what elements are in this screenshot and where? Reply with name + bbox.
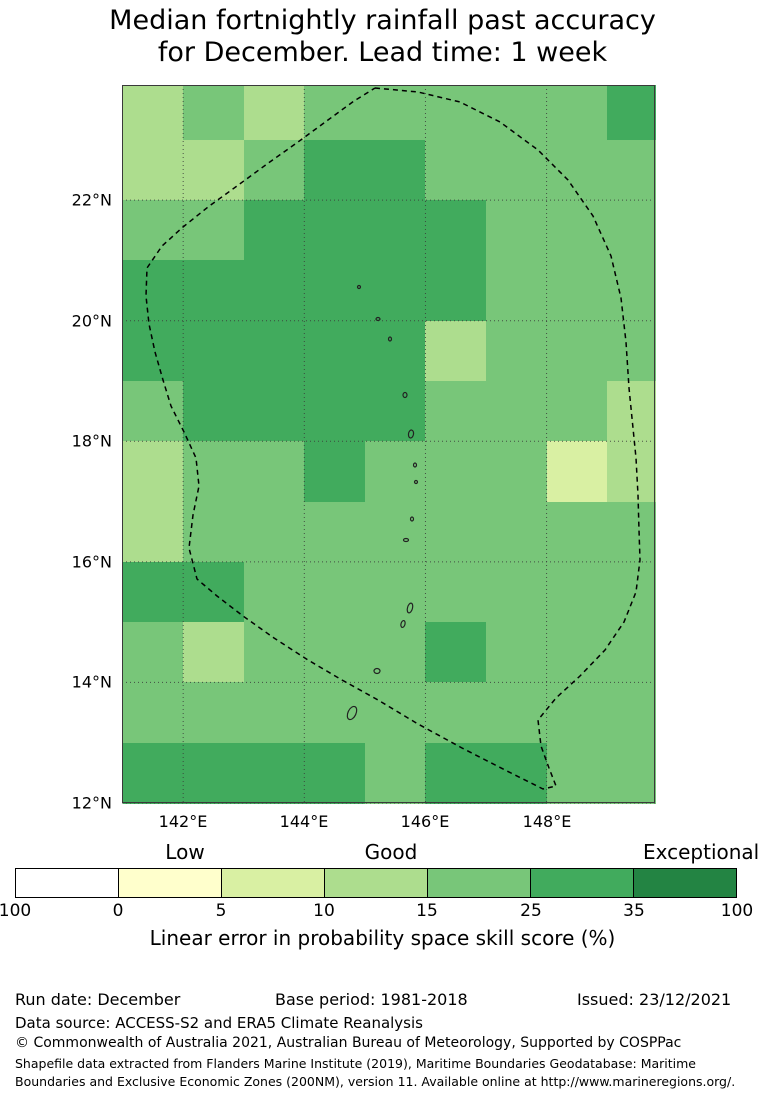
colorbar-tick: 15 — [416, 901, 438, 921]
colorbar-segment — [634, 869, 736, 897]
colorbar-tick: 100 — [0, 901, 32, 921]
colorbar-segment — [325, 869, 428, 897]
run-date: Run date: December — [15, 990, 181, 1009]
y-tick-label: 22°N — [71, 190, 112, 210]
y-tick-label: 12°N — [71, 793, 112, 813]
x-tick-label: 146°E — [400, 812, 450, 831]
colorbar-tick: 5 — [215, 901, 227, 921]
colorbar-label-exceptional: Exceptional — [643, 840, 760, 864]
copyright: © Commonwealth of Australia 2021, Austra… — [15, 1035, 682, 1051]
map-frame — [122, 85, 655, 803]
colorbar-tick: 100 — [720, 901, 754, 921]
title-line-1: Median fortnightly rainfall past accurac… — [109, 5, 656, 36]
colorbar-segment — [222, 869, 325, 897]
title-line-2: for December. Lead time: 1 week — [157, 37, 608, 69]
y-tick-label: 20°N — [71, 311, 112, 331]
colorbar-tick: 0 — [112, 901, 124, 921]
shapefile-attribution: Shapefile data extracted from Flanders M… — [15, 1056, 736, 1089]
x-tick-label: 144°E — [279, 812, 329, 831]
y-tick-label: 16°N — [71, 552, 112, 572]
colorbar — [15, 868, 737, 898]
issued-date: Issued: 23/12/2021 — [577, 990, 732, 1009]
colorbar-tick: 10 — [313, 901, 335, 921]
y-tick-label: 14°N — [71, 672, 112, 692]
y-tick-label: 18°N — [71, 431, 112, 451]
colorbar-segment — [531, 869, 634, 897]
colorbar-caption: Linear error in probability space skill … — [149, 926, 616, 950]
colorbar-tick: 35 — [623, 901, 645, 921]
colorbar-segment — [428, 869, 531, 897]
base-period: Base period: 1981-2018 — [275, 990, 468, 1009]
colorbar-tick: 25 — [520, 901, 542, 921]
colorbar-label-low: Low — [165, 840, 205, 864]
colorbar-label-good: Good — [364, 840, 418, 864]
data-source: Data source: ACCESS-S2 and ERA5 Climate … — [15, 1014, 423, 1032]
colorbar-segment — [16, 869, 119, 897]
x-tick-label: 142°E — [158, 812, 208, 831]
colorbar-segment — [119, 869, 222, 897]
page-title: Median fortnightly rainfall past accurac… — [0, 5, 765, 70]
x-tick-label: 148°E — [522, 812, 572, 831]
